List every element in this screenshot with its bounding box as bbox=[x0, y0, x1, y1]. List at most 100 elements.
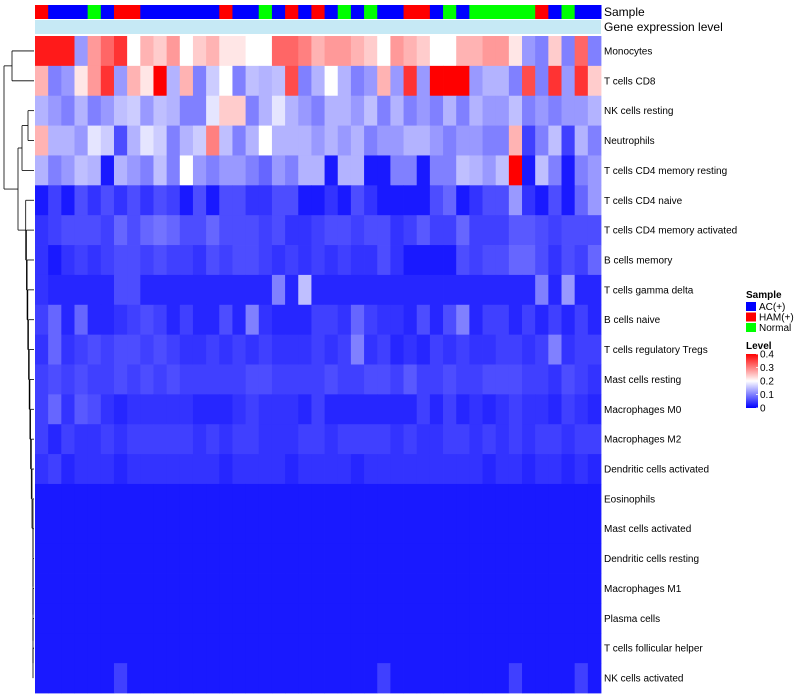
heatmap-cell bbox=[285, 513, 299, 545]
heatmap-cell bbox=[271, 543, 286, 574]
heatmap-cell bbox=[179, 274, 194, 306]
heatmap-cell bbox=[495, 364, 510, 395]
heatmap-cell bbox=[61, 663, 75, 694]
heatmap-cell bbox=[35, 633, 49, 664]
heatmap-cell bbox=[179, 663, 194, 694]
heatmap-cell bbox=[522, 394, 536, 425]
heatmap-cell bbox=[206, 95, 220, 126]
row-label: Mast cells resting bbox=[604, 375, 681, 386]
row-label: Macrophages M1 bbox=[604, 584, 682, 595]
heatmap-cell bbox=[127, 364, 141, 395]
heatmap-cell bbox=[192, 215, 207, 246]
heatmap-cell bbox=[495, 65, 510, 97]
heatmap-cell bbox=[587, 36, 602, 67]
heatmap-cell bbox=[285, 36, 299, 67]
heatmap-cell bbox=[469, 245, 483, 276]
heatmap-cell bbox=[535, 65, 549, 97]
row-label: Neutrophils bbox=[604, 136, 655, 147]
heatmap-cell bbox=[245, 125, 260, 156]
heatmap-cell bbox=[113, 125, 128, 156]
heatmap-cell bbox=[35, 155, 49, 186]
heatmap-cell bbox=[166, 65, 181, 97]
heatmap-cell bbox=[140, 155, 154, 186]
row-label: Mast cells activated bbox=[604, 524, 691, 535]
heatmap-cell bbox=[87, 245, 102, 276]
heatmap-cell bbox=[469, 483, 483, 515]
heatmap-cell bbox=[271, 424, 286, 455]
heatmap-cell bbox=[271, 36, 286, 67]
row-label: T cells gamma delta bbox=[604, 285, 694, 296]
heatmap-cell bbox=[429, 215, 444, 246]
heatmap-cell bbox=[166, 95, 181, 126]
heatmap-cell bbox=[364, 155, 378, 186]
heatmap-cell bbox=[311, 603, 325, 634]
heatmap-cell bbox=[574, 185, 589, 216]
heatmap-cell bbox=[429, 633, 444, 664]
heatmap-cell bbox=[324, 633, 339, 664]
heatmap-cell bbox=[127, 155, 141, 186]
heatmap-cell bbox=[74, 65, 89, 97]
legend-sample-swatch bbox=[746, 312, 756, 322]
heatmap-cell bbox=[166, 304, 181, 336]
heatmap-cell bbox=[337, 95, 352, 126]
heatmap-cell bbox=[429, 65, 444, 97]
heatmap-cell bbox=[192, 95, 207, 126]
heatmap-cell bbox=[285, 155, 299, 186]
sample-annotation-cell bbox=[311, 5, 326, 19]
heatmap-cell bbox=[166, 334, 181, 365]
heatmap-cell bbox=[482, 513, 497, 545]
heatmap-cell bbox=[416, 245, 431, 276]
heatmap-cell bbox=[206, 36, 220, 67]
heatmap-cell bbox=[179, 543, 194, 574]
heatmap-cell bbox=[495, 334, 510, 365]
heatmap-cell bbox=[390, 633, 404, 664]
heatmap-cell bbox=[456, 215, 470, 246]
heatmap-cell bbox=[522, 95, 536, 126]
heatmap-cell bbox=[285, 185, 299, 216]
heatmap-cell bbox=[271, 155, 286, 186]
heatmap-cell bbox=[535, 185, 549, 216]
heatmap-cell bbox=[35, 513, 49, 545]
heatmap-cell bbox=[153, 155, 168, 186]
heatmap-cell bbox=[206, 663, 220, 694]
heatmap-cell bbox=[140, 364, 154, 395]
heatmap-cell bbox=[192, 65, 207, 97]
heatmap-cell bbox=[232, 424, 246, 455]
heatmap-cell bbox=[482, 36, 497, 67]
heatmap-cell bbox=[364, 633, 378, 664]
heatmap-cell bbox=[403, 155, 418, 186]
heatmap-cell bbox=[113, 36, 128, 67]
heatmap-cell bbox=[179, 454, 194, 485]
heatmap-cell bbox=[587, 424, 602, 455]
heatmap-cell bbox=[206, 543, 220, 574]
heatmap-cell bbox=[390, 334, 404, 365]
heatmap-cell bbox=[140, 245, 154, 276]
heatmap-cell bbox=[140, 663, 154, 694]
heatmap-cell bbox=[100, 603, 115, 634]
heatmap-cell bbox=[245, 424, 260, 455]
heatmap-cell bbox=[508, 274, 523, 306]
heatmap-cell bbox=[258, 663, 273, 694]
heatmap-cell bbox=[48, 245, 62, 276]
heatmap-cell bbox=[587, 274, 602, 306]
heatmap-cell bbox=[443, 573, 457, 604]
heatmap-cell bbox=[535, 334, 549, 365]
heatmap-cell bbox=[100, 304, 115, 336]
heatmap-cell bbox=[61, 215, 75, 246]
heatmap-cell bbox=[429, 394, 444, 425]
heatmap-cell bbox=[48, 155, 62, 186]
heatmap-cell bbox=[100, 215, 115, 246]
sample-annotation-cell bbox=[113, 5, 128, 19]
heatmap-cell bbox=[429, 95, 444, 126]
heatmap-cell bbox=[456, 483, 470, 515]
heatmap-cell bbox=[337, 633, 352, 664]
heatmap-cell bbox=[206, 125, 220, 156]
heatmap-cell bbox=[219, 215, 233, 246]
sample-annotation-cell bbox=[140, 5, 154, 19]
heatmap-cell bbox=[48, 215, 62, 246]
sample-annotation-cell bbox=[127, 5, 141, 19]
heatmap-cell bbox=[535, 155, 549, 186]
heatmap-cell bbox=[258, 155, 273, 186]
heatmap-cell bbox=[364, 304, 378, 336]
heatmap-cell bbox=[127, 483, 141, 515]
